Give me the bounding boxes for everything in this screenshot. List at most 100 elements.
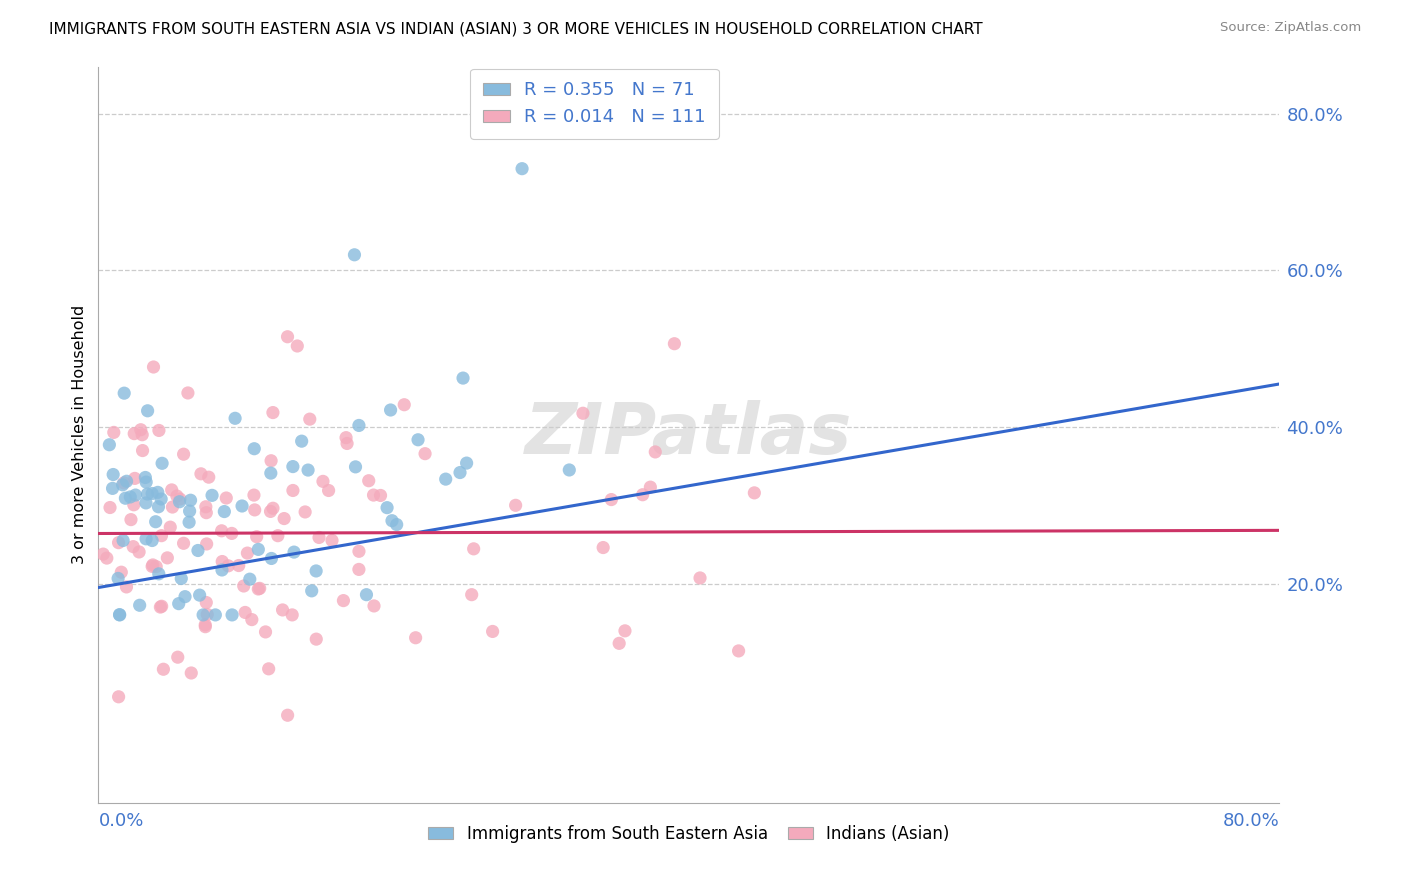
Point (142, 558, 165, 572)
Point (128, 545, 150, 559)
Point (128, 599, 150, 613)
Point (162, 500, 184, 514)
Point (510, 161, 533, 176)
Point (228, 558, 250, 573)
Point (167, 597, 190, 611)
Point (262, 501, 284, 516)
Point (135, 532, 157, 546)
Point (177, 386, 200, 401)
Point (108, 607, 131, 622)
Point (170, 572, 193, 586)
Point (195, 537, 218, 551)
Point (115, 475, 138, 489)
Point (257, 662, 280, 676)
Point (600, 492, 623, 507)
Point (111, 478, 134, 492)
Point (142, 359, 165, 374)
Point (449, 466, 471, 480)
Point (463, 541, 485, 556)
Point (103, 425, 125, 440)
Legend: Immigrants from South Eastern Asia, Indians (Asian): Immigrants from South Eastern Asia, Indi… (422, 818, 956, 850)
Point (558, 463, 581, 477)
Point (217, 558, 239, 573)
Text: Source: ZipAtlas.com: Source: ZipAtlas.com (1220, 21, 1361, 35)
Point (260, 454, 283, 468)
Point (640, 480, 662, 494)
Point (194, 620, 217, 634)
Point (150, 599, 173, 614)
Point (194, 617, 217, 632)
Point (120, 513, 142, 527)
Point (110, 565, 132, 579)
Point (150, 529, 173, 543)
Point (211, 524, 233, 538)
Point (148, 500, 170, 514)
Point (347, 562, 370, 576)
Point (180, 665, 202, 680)
Point (572, 406, 595, 420)
Point (281, 607, 304, 622)
Point (124, 471, 146, 485)
Point (406, 433, 429, 447)
Point (277, 708, 299, 723)
Point (166, 489, 188, 503)
Point (131, 427, 153, 442)
Point (195, 506, 218, 520)
Point (136, 404, 159, 418)
Point (273, 511, 295, 525)
Point (101, 467, 124, 482)
Point (267, 529, 290, 543)
Point (291, 434, 314, 449)
Point (308, 531, 330, 545)
Point (141, 486, 163, 500)
Point (107, 690, 129, 704)
Point (356, 588, 378, 602)
Point (129, 423, 152, 437)
Point (277, 330, 299, 344)
Point (115, 580, 138, 594)
Point (122, 498, 145, 512)
Point (159, 520, 181, 534)
Point (233, 606, 256, 620)
Point (260, 551, 283, 566)
Point (190, 467, 212, 481)
Point (664, 336, 686, 351)
Point (224, 411, 246, 425)
Point (201, 488, 224, 502)
Point (271, 603, 294, 617)
Point (481, 624, 503, 639)
Point (460, 588, 482, 602)
Point (246, 530, 269, 544)
Point (239, 572, 262, 586)
Point (689, 571, 711, 585)
Point (188, 588, 211, 602)
Point (173, 447, 195, 461)
Point (370, 488, 392, 502)
Point (173, 536, 195, 550)
Point (294, 505, 316, 519)
Point (456, 456, 478, 470)
Point (451, 371, 474, 385)
Point (285, 339, 308, 353)
Point (169, 491, 191, 506)
Point (297, 463, 319, 477)
Point (281, 483, 304, 498)
Point (344, 459, 367, 474)
Point (243, 503, 266, 517)
Point (179, 504, 201, 518)
Point (141, 533, 163, 548)
Point (301, 583, 323, 598)
Point (221, 526, 243, 541)
Point (259, 504, 281, 518)
Point (405, 631, 427, 645)
Point (98, 438, 121, 452)
Point (260, 466, 283, 480)
Point (631, 488, 654, 502)
Point (385, 517, 408, 532)
Point (135, 475, 157, 489)
Point (343, 248, 366, 262)
Point (321, 533, 343, 548)
Point (727, 644, 749, 658)
Point (169, 494, 191, 508)
Point (215, 491, 238, 505)
